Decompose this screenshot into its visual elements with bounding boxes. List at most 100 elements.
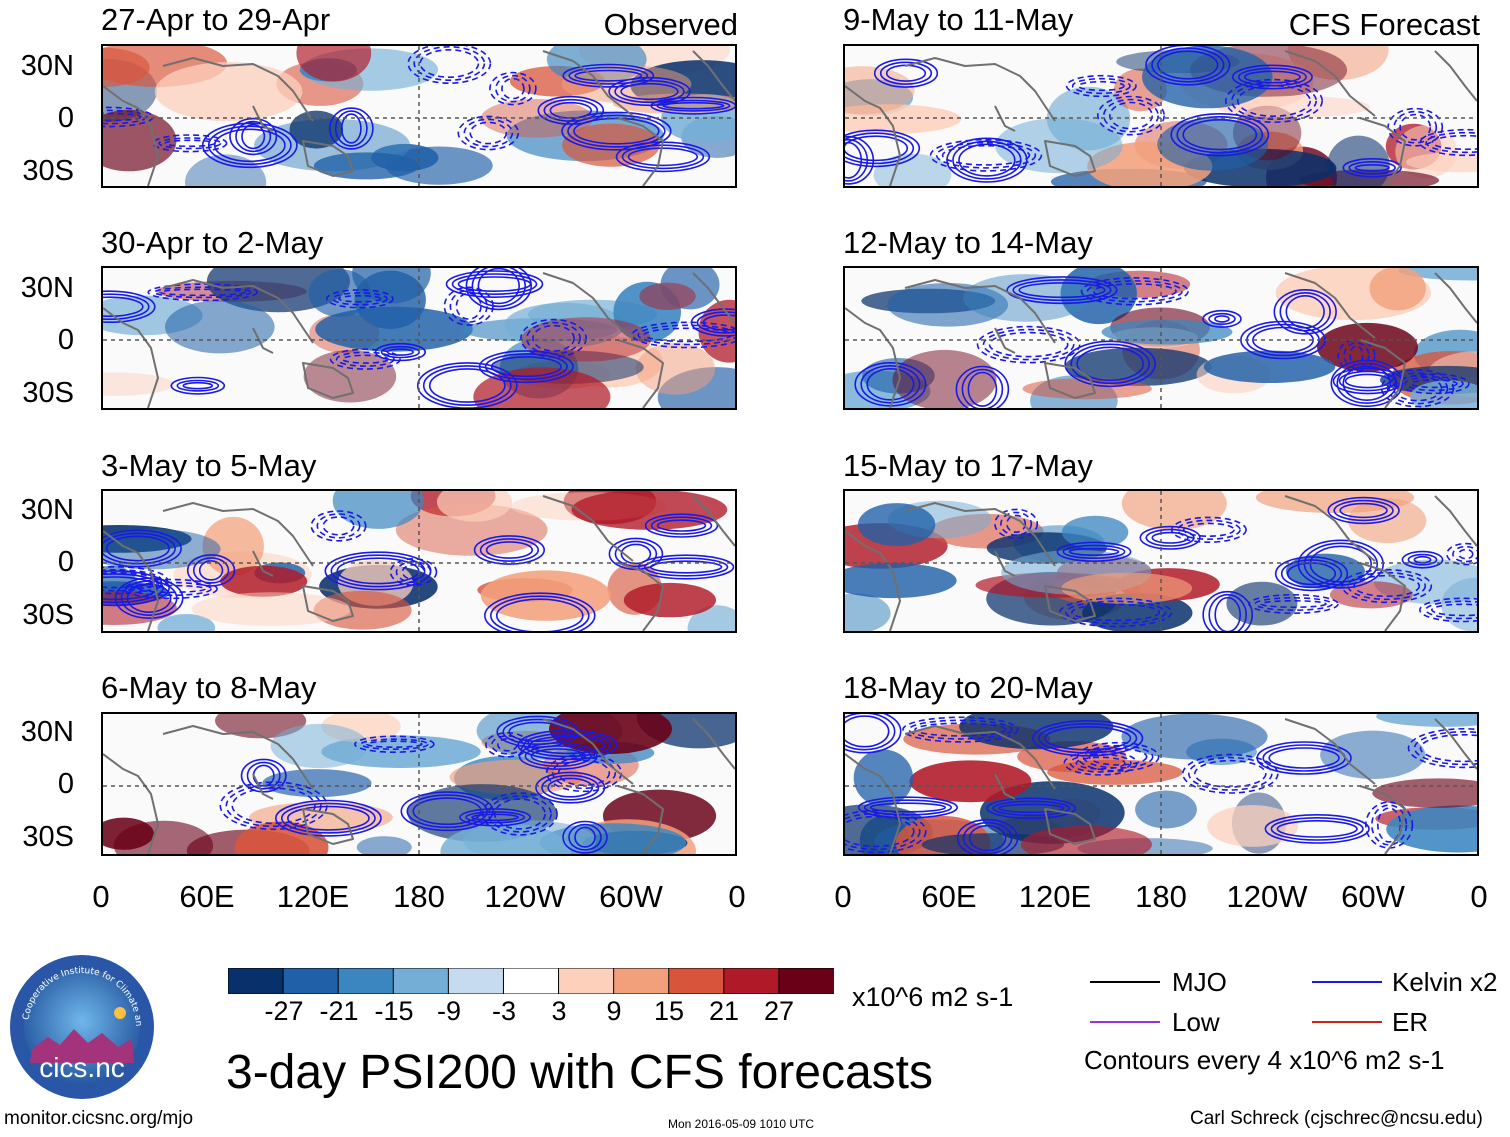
coastline — [162, 279, 314, 344]
wave-contour — [1151, 531, 1189, 544]
colorbar-swatch — [668, 968, 725, 994]
wave-contour — [1407, 553, 1438, 566]
coastline — [994, 550, 1016, 577]
wave-contour — [1075, 756, 1126, 770]
wave-contour — [962, 821, 1013, 854]
wave-contour — [310, 510, 367, 542]
coastline — [845, 753, 901, 854]
legend-label-mjo: MJO — [1172, 967, 1227, 997]
wave-contour — [380, 345, 421, 359]
wave-contour — [198, 560, 224, 581]
wave-contour — [1370, 804, 1408, 846]
wave-contour — [567, 114, 666, 148]
anomaly-blob — [154, 62, 303, 122]
coastline — [103, 530, 159, 631]
wave-contour — [329, 348, 401, 370]
legend-line-er — [1312, 1021, 1382, 1023]
logo-text: cics.nc — [39, 1052, 125, 1083]
coastline — [904, 279, 1056, 344]
wave-contour — [389, 558, 438, 587]
wave-contour — [1038, 722, 1138, 754]
wave-contour — [489, 71, 537, 106]
coastline — [1284, 718, 1376, 785]
wave-contour — [1224, 78, 1323, 124]
coastline — [542, 50, 634, 117]
wave-contour — [1059, 597, 1173, 628]
wave-contour — [1071, 77, 1131, 95]
legend-label-low: Low — [1172, 1007, 1220, 1037]
map-field — [103, 46, 735, 186]
wave-contour — [231, 787, 316, 825]
wave-contour — [643, 557, 729, 577]
xtick-left-60e: 60E — [179, 879, 235, 914]
wave-contour — [1071, 603, 1161, 622]
wave-contour — [1182, 118, 1258, 151]
ytick-0-row1: 0 — [57, 102, 74, 134]
coastline — [252, 327, 274, 354]
wave-contour — [526, 321, 581, 355]
wave-contour — [523, 732, 612, 758]
cbtick-7: 9 — [606, 996, 622, 1026]
wave-contour — [1264, 814, 1370, 844]
coastline — [103, 85, 159, 186]
wave-contour — [952, 140, 1022, 180]
wave-contour — [1341, 568, 1433, 604]
colorbar-swatch — [228, 968, 285, 994]
coastline — [1044, 362, 1096, 399]
wave-contour — [322, 516, 355, 536]
coastline — [1044, 585, 1096, 622]
anomaly-blob — [504, 302, 625, 348]
anomaly-blob — [909, 760, 1032, 803]
wave-contour — [1070, 343, 1151, 385]
footer-url[interactable]: monitor.cicsnc.org/mjo — [4, 1108, 194, 1129]
wave-contour — [643, 327, 733, 343]
wave-contour — [401, 564, 426, 581]
wave-contour — [620, 82, 679, 101]
wave-contour — [1157, 50, 1219, 80]
legend-line-kelvin — [1312, 981, 1382, 983]
anomaly-blob — [1376, 714, 1477, 727]
map-panel-left-3 — [101, 489, 737, 633]
wave-contour — [845, 815, 915, 848]
contour-note: Contours every 4 x10^6 m2 s-1 — [1084, 1045, 1445, 1075]
wave-contour — [328, 107, 374, 150]
wave-contour — [334, 110, 368, 147]
wave-contour — [1376, 807, 1402, 843]
coastline — [162, 502, 314, 567]
wave-contour — [1273, 288, 1337, 335]
wave-contour — [958, 143, 1016, 177]
colorbar-swatch — [447, 968, 505, 994]
wave-contour — [428, 368, 506, 403]
cics-logo: Cooperative Institute for Climate and Sa… — [5, 946, 156, 1101]
wave-contour — [1246, 323, 1320, 357]
wave-contour — [192, 557, 230, 584]
wave-contour — [1342, 365, 1392, 402]
wave-contour — [1102, 98, 1159, 133]
panel-title-left-1: 27-Apr to 29-Apr — [101, 2, 331, 37]
wave-contour — [1279, 291, 1331, 332]
wave-contour — [280, 802, 376, 834]
units-label: x10^6 m2 s-1 — [852, 982, 1014, 1012]
wave-contour — [845, 809, 927, 854]
map-field — [103, 491, 735, 631]
anomaly-blob — [1372, 778, 1477, 808]
coastline — [845, 85, 901, 186]
ytick-30s-row1: 30S — [22, 155, 74, 187]
wave-contour — [457, 276, 532, 292]
wave-contour — [469, 121, 508, 145]
wave-contour — [845, 812, 921, 851]
coastline — [542, 495, 634, 562]
wave-contour — [988, 331, 1069, 358]
wave-contour — [457, 115, 520, 151]
xtick-right-120e: 120E — [1018, 879, 1092, 914]
cbtick-10: 27 — [763, 996, 795, 1026]
anomaly-blob — [234, 821, 329, 854]
wave-contour — [1380, 369, 1455, 408]
map-field — [845, 714, 1477, 854]
anomaly-blob — [845, 66, 915, 115]
anomaly-blob — [202, 516, 264, 576]
ytick-30s-row4: 30S — [22, 821, 74, 853]
wave-contour — [1139, 525, 1201, 550]
wave-contour — [1208, 593, 1247, 631]
coastline — [103, 307, 159, 408]
